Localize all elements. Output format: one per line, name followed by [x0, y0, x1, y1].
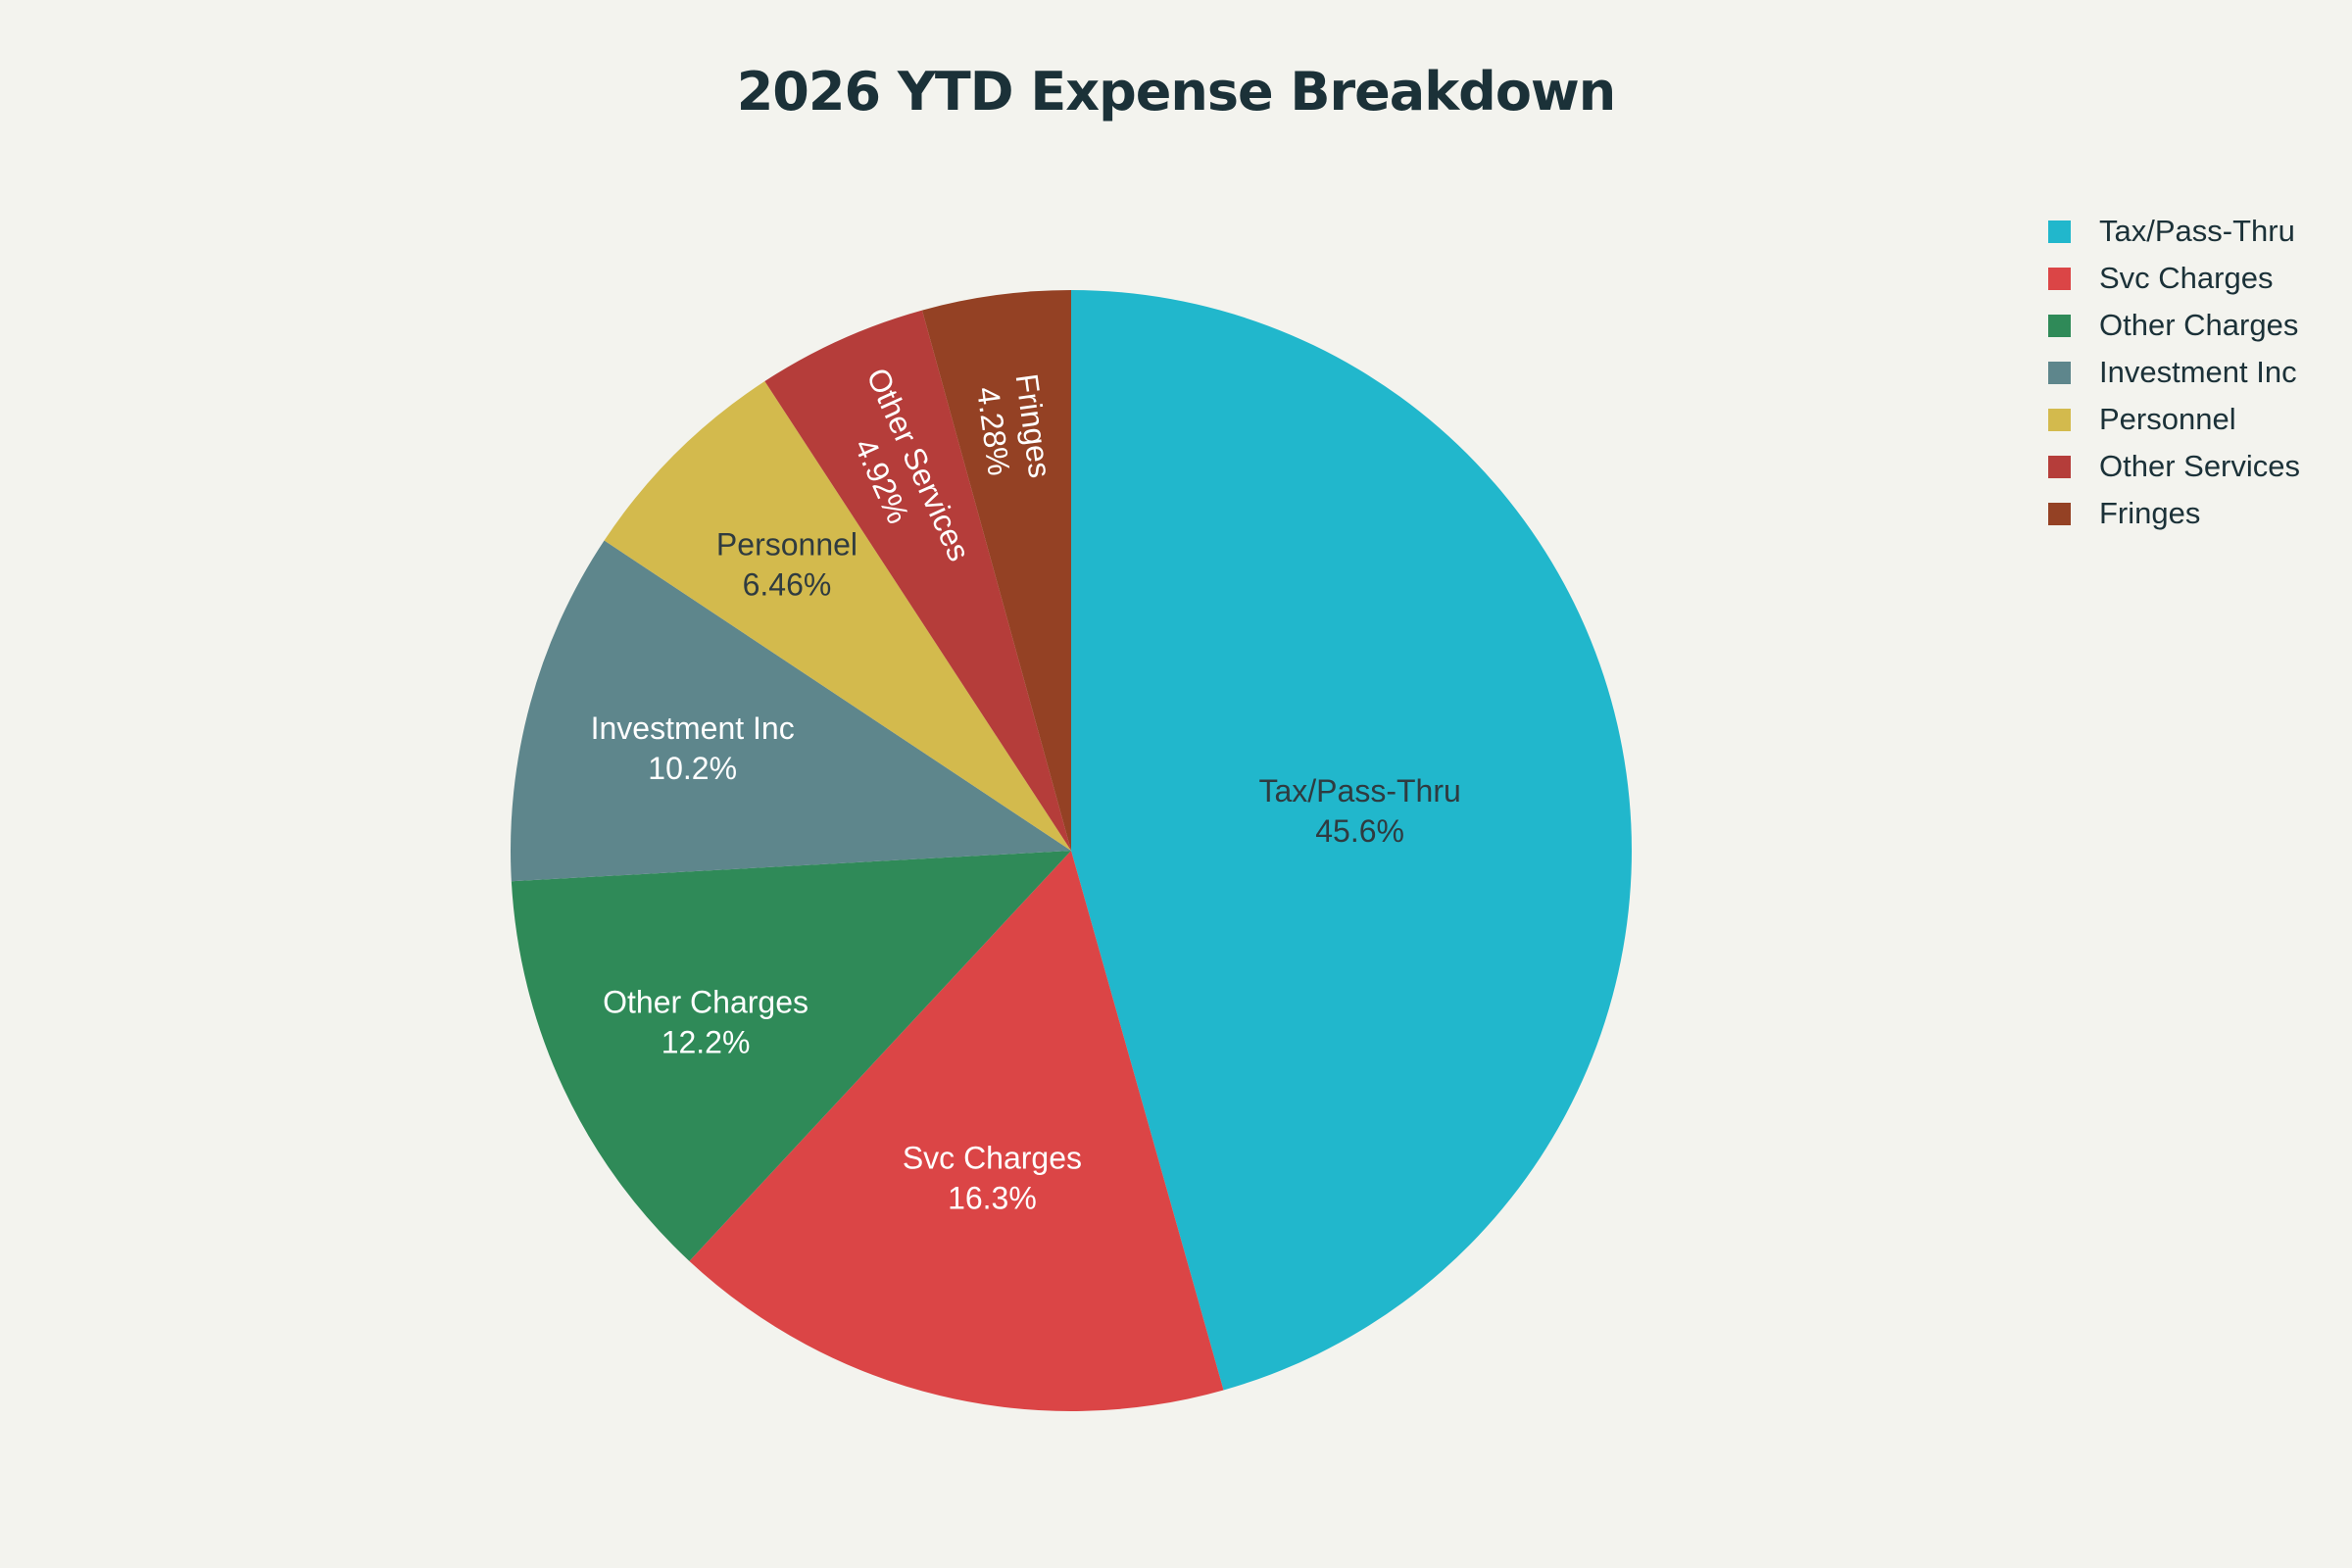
slice-label-name: Svc Charges	[903, 1141, 1082, 1176]
pie-slice-personnel[interactable]	[604, 381, 1071, 851]
slice-label-value: 6.46%	[743, 567, 832, 603]
legend-swatch	[2048, 267, 2071, 290]
slice-label-value: 10.2%	[648, 751, 737, 786]
legend-item-fringes[interactable]: Fringes	[2048, 490, 2300, 537]
pie-slice-other-services[interactable]	[764, 310, 1071, 851]
legend-item-other-services[interactable]: Other Services	[2048, 443, 2300, 490]
legend-item-svc-charges[interactable]: Svc Charges	[2048, 255, 2300, 302]
legend-label: Fringes	[2099, 496, 2201, 530]
legend-item-investment-inc[interactable]: Investment Inc	[2048, 349, 2300, 396]
legend-label: Svc Charges	[2099, 261, 2274, 295]
pie-slice-other-charges[interactable]	[511, 851, 1071, 1261]
legend-swatch	[2048, 408, 2071, 431]
legend-swatch	[2048, 502, 2071, 525]
legend-label: Other Charges	[2099, 308, 2299, 342]
slice-label-value: 16.3%	[948, 1181, 1037, 1216]
slice-label-other-charges: Other Charges 12.2%	[603, 985, 808, 1060]
pie-slice-investment-inc[interactable]	[511, 540, 1071, 882]
legend-swatch	[2048, 361, 2071, 384]
slice-label-value: 12.2%	[662, 1025, 751, 1060]
pie-slice-tax-pass-thru[interactable]	[1071, 290, 1633, 1391]
pie-slice-svc-charges[interactable]	[689, 851, 1224, 1412]
slice-label-tax-pass-thru: Tax/Pass-Thru 45.6%	[1258, 773, 1460, 849]
slice-label-name: Tax/Pass-Thru	[1258, 773, 1460, 808]
slice-label-investment-inc: Investment Inc 10.2%	[591, 710, 795, 786]
legend-label: Tax/Pass-Thru	[2099, 214, 2295, 248]
slice-label-name: Other Charges	[603, 985, 808, 1020]
legend-swatch	[2048, 455, 2071, 478]
pie-slice-fringes[interactable]	[921, 290, 1071, 851]
legend-swatch	[2048, 314, 2071, 337]
pie-slices	[511, 290, 1633, 1412]
legend: Tax/Pass-Thru Svc Charges Other Charges Inv…	[2048, 208, 2300, 537]
slice-label-value: 45.6%	[1315, 813, 1404, 849]
slice-label-name: Investment Inc	[591, 710, 795, 746]
legend-label: Investment Inc	[2099, 355, 2297, 389]
legend-label: Personnel	[2099, 402, 2236, 436]
legend-item-personnel[interactable]: Personnel	[2048, 396, 2300, 443]
legend-swatch	[2048, 220, 2071, 243]
slice-label-personnel: Personnel 6.46%	[716, 527, 858, 603]
chart-title: 2026 YTD Expense Breakdown	[736, 61, 1617, 122]
slice-label-svc-charges: Svc Charges 16.3%	[903, 1141, 1082, 1216]
legend-item-other-charges[interactable]: Other Charges	[2048, 302, 2300, 349]
legend-label: Other Services	[2099, 449, 2301, 483]
legend-item-tax-pass-thru[interactable]: Tax/Pass-Thru	[2048, 208, 2300, 255]
slice-label-name: Personnel	[716, 527, 858, 563]
pie-labels: Tax/Pass-Thru 45.6% Svc Charges 16.3% Other …	[591, 363, 1461, 1216]
